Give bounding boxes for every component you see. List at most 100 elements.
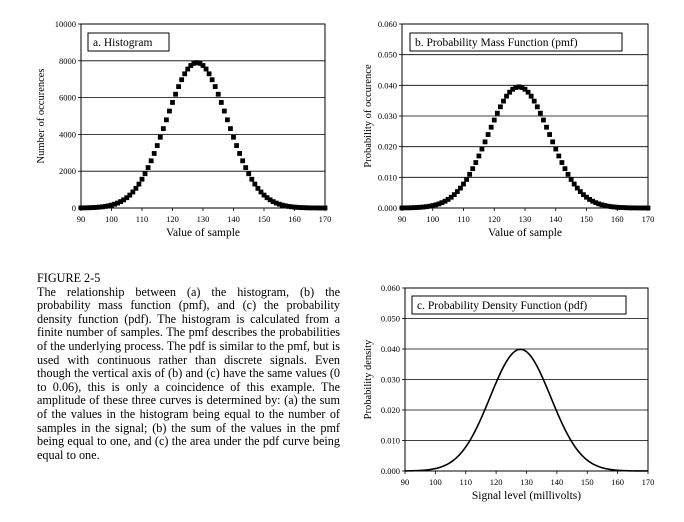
data-point — [608, 204, 614, 210]
data-point — [531, 98, 537, 104]
x-tick-label: 100 — [426, 214, 439, 224]
data-point — [249, 176, 255, 182]
data-point — [498, 104, 503, 110]
x-tick-label: 160 — [288, 214, 301, 224]
y-tick-label: 0.020 — [378, 142, 397, 152]
data-point — [279, 202, 285, 208]
data-point — [433, 202, 439, 208]
x-axis-label: Value of sample — [166, 227, 240, 239]
data-point — [559, 160, 565, 165]
data-point — [414, 205, 420, 210]
data-point — [215, 91, 221, 97]
y-tick-label: 0.010 — [378, 172, 397, 182]
data-point — [479, 146, 485, 152]
data-point — [96, 204, 102, 210]
data-point — [197, 60, 203, 66]
data-point — [574, 185, 580, 191]
data-point — [78, 205, 84, 211]
data-point — [630, 205, 636, 211]
data-point — [84, 205, 90, 211]
data-point — [231, 134, 236, 140]
data-point — [289, 204, 294, 210]
data-point — [93, 204, 99, 210]
data-point — [209, 77, 215, 83]
data-point — [237, 151, 242, 156]
x-tick-label: 100 — [429, 477, 442, 487]
data-point — [225, 117, 230, 123]
y-tick-label: 0.030 — [378, 111, 397, 121]
y-tick-label: 8000 — [59, 56, 76, 66]
data-point — [454, 189, 460, 195]
data-point — [130, 189, 136, 195]
y-tick-label: 0 — [72, 203, 76, 213]
data-point — [596, 201, 602, 207]
data-point — [522, 86, 528, 92]
data-point — [599, 202, 605, 208]
chart-title: c. Probability Density Function (pdf) — [417, 300, 587, 312]
data-point — [179, 77, 185, 83]
y-tick-label: 0.020 — [381, 405, 400, 415]
chart-c: 0.000 0.010 0.020 0.030 0.040 0.050 0.060 90 100… — [363, 283, 654, 502]
data-point — [458, 185, 463, 191]
data-point — [528, 93, 534, 99]
data-point — [624, 205, 629, 211]
data-point — [464, 177, 469, 182]
data-point — [476, 153, 482, 159]
data-point — [124, 195, 130, 201]
data-point — [411, 205, 417, 211]
data-point — [611, 204, 617, 210]
data-point — [461, 181, 466, 187]
data-point — [577, 189, 583, 195]
x-tick-label: 110 — [136, 214, 148, 224]
data-point — [301, 205, 307, 211]
data-point — [639, 205, 645, 211]
y-tick-label: 0.050 — [378, 50, 397, 60]
x-tick-label: 110 — [460, 477, 472, 487]
data-point — [568, 177, 574, 182]
data-point — [154, 143, 160, 148]
data-point — [81, 205, 87, 211]
y-tick-label: 0.060 — [381, 283, 400, 293]
data-point — [298, 205, 303, 210]
data-point — [182, 71, 188, 77]
x-tick-label: 130 — [520, 477, 533, 487]
data-point — [142, 171, 148, 177]
data-point — [261, 192, 267, 198]
x-tick-label: 160 — [611, 477, 624, 487]
data-point — [103, 203, 108, 209]
data-point — [109, 202, 114, 208]
data-point — [451, 192, 457, 198]
data-point — [313, 205, 319, 211]
y-axis-label: Probability of occurence — [363, 64, 374, 168]
chart-a: 0 2000 4000 6000 8000 10000 90 100 110 120 130 140 1… — [36, 19, 331, 239]
y-tick-label: 0.030 — [381, 375, 400, 385]
x-tick-label: 90 — [77, 214, 86, 224]
data-point — [286, 203, 291, 209]
data-point — [139, 176, 145, 182]
data-point — [614, 204, 620, 210]
x-tick-label: 110 — [457, 214, 469, 224]
x-axis-label: Signal level (millivolts) — [472, 490, 581, 502]
data-point — [550, 139, 556, 145]
data-point — [516, 84, 522, 90]
data-point — [307, 205, 313, 211]
data-point — [133, 185, 139, 191]
data-point — [541, 117, 546, 123]
data-point — [470, 166, 476, 172]
data-point — [115, 200, 120, 206]
data-point — [276, 201, 282, 207]
x-tick-label: 170 — [642, 214, 655, 224]
y-tick-label: 10000 — [55, 19, 76, 29]
data-point — [240, 158, 246, 164]
data-point — [507, 89, 513, 95]
data-point — [590, 198, 596, 204]
data-point — [504, 93, 509, 99]
data-point — [136, 181, 142, 187]
data-point — [510, 86, 516, 92]
data-point — [118, 199, 124, 205]
data-point — [617, 205, 623, 210]
data-point — [565, 171, 571, 177]
data-point — [633, 205, 639, 211]
x-tick-label: 150 — [581, 477, 594, 487]
pdf-curve — [404, 348, 648, 472]
